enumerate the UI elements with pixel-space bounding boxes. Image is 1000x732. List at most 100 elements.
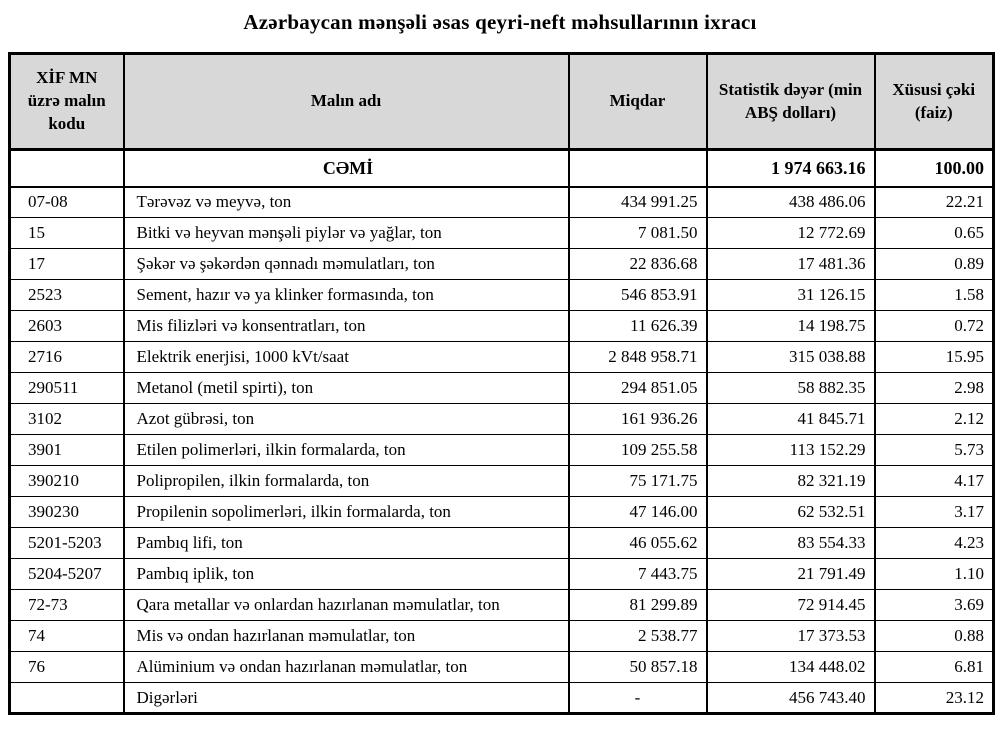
table-row: 5204-5207 Pambıq iplik, ton 7 443.75 21 … <box>8 558 995 590</box>
quantity-cell: 546 853.91 <box>567 279 708 311</box>
name-cell: Metanol (metil spirti), ton <box>122 372 570 404</box>
name-cell: Etilen polimerləri, ilkin formalarda, to… <box>122 434 570 466</box>
share-cell: 0.88 <box>873 620 995 652</box>
header-row: XİF MN üzrə malın kodu Malın adı Miqdar … <box>8 52 995 151</box>
share-cell: 0.72 <box>873 310 995 342</box>
name-cell: Polipropilen, ilkin formalarda, ton <box>122 465 570 497</box>
value-cell: 17 481.36 <box>705 248 876 280</box>
table-row: 3102 Azot gübrəsi, ton 161 936.26 41 845… <box>8 403 995 435</box>
export-table: XİF MN üzrə malın kodu Malın adı Miqdar … <box>8 52 995 715</box>
share-cell: 2.12 <box>873 403 995 435</box>
value-cell: 456 743.40 <box>705 682 876 714</box>
share-cell: 4.17 <box>873 465 995 497</box>
quantity-cell: 434 991.25 <box>567 186 708 218</box>
code-cell: 290511 <box>8 372 125 404</box>
table-row: 07-08 Tərəvəz və meyvə, ton 434 991.25 4… <box>8 186 995 218</box>
value-cell: 438 486.06 <box>705 186 876 218</box>
share-cell: 22.21 <box>873 186 995 218</box>
value-cell: 82 321.19 <box>705 465 876 497</box>
code-cell: 72-73 <box>8 589 125 621</box>
quantity-cell: 47 146.00 <box>567 496 708 528</box>
name-cell: Sement, hazır və ya klinker formasında, … <box>122 279 570 311</box>
col-header-name: Malın adı <box>122 52 570 151</box>
name-cell: Mis filizləri və konsentratları, ton <box>122 310 570 342</box>
share-cell: 1.10 <box>873 558 995 590</box>
quantity-cell: 50 857.18 <box>567 651 708 683</box>
table-row: 5201-5203 Pambıq lifi, ton 46 055.62 83 … <box>8 527 995 559</box>
value-cell: 21 791.49 <box>705 558 876 590</box>
col-header-share: Xüsusi çəki (faiz) <box>873 52 995 151</box>
quantity-cell: 2 848 958.71 <box>567 341 708 373</box>
code-cell: 15 <box>8 217 125 249</box>
table-row: 17 Şəkər və şəkərdən qənnadı məmulatları… <box>8 248 995 280</box>
table-row: 2716 Elektrik enerjisi, 1000 kVt/saat 2 … <box>8 341 995 373</box>
table-row: 390230 Propilenin sopolimerləri, ilkin f… <box>8 496 995 528</box>
value-cell: 72 914.45 <box>705 589 876 621</box>
col-header-quantity: Miqdar <box>567 52 708 151</box>
total-code-cell <box>8 149 125 188</box>
name-cell: Tərəvəz və meyvə, ton <box>122 186 570 218</box>
share-cell: 5.73 <box>873 434 995 466</box>
code-cell: 74 <box>8 620 125 652</box>
table-body: CƏMİ 1 974 663.16 100.00 07-08 Tərəvəz v… <box>8 149 995 714</box>
table-row: 390210 Polipropilen, ilkin formalarda, t… <box>8 465 995 497</box>
table-row: 74 Mis və ondan hazırlanan məmulatlar, t… <box>8 620 995 652</box>
code-cell: 3901 <box>8 434 125 466</box>
page-title: Azərbaycan mənşəli əsas qeyri-neft məhsu… <box>243 10 757 34</box>
quantity-cell: 81 299.89 <box>567 589 708 621</box>
value-cell: 31 126.15 <box>705 279 876 311</box>
quantity-cell: 75 171.75 <box>567 465 708 497</box>
total-value-cell: 1 974 663.16 <box>705 149 876 188</box>
code-cell <box>8 682 125 714</box>
table-row: Digərləri - 456 743.40 23.12 <box>8 682 995 714</box>
table-row: 15 Bitki və heyvan mənşəli piylər və yağ… <box>8 217 995 249</box>
code-cell: 3102 <box>8 403 125 435</box>
name-cell: Qara metallar və onlardan hazırlanan məm… <box>122 589 570 621</box>
share-cell: 23.12 <box>873 682 995 714</box>
share-cell: 0.65 <box>873 217 995 249</box>
share-cell: 4.23 <box>873 527 995 559</box>
name-cell: Pambıq lifi, ton <box>122 527 570 559</box>
value-cell: 14 198.75 <box>705 310 876 342</box>
value-cell: 41 845.71 <box>705 403 876 435</box>
share-cell: 0.89 <box>873 248 995 280</box>
table-row: 72-73 Qara metallar və onlardan hazırlan… <box>8 589 995 621</box>
value-cell: 315 038.88 <box>705 341 876 373</box>
code-cell: 17 <box>8 248 125 280</box>
value-cell: 58 882.35 <box>705 372 876 404</box>
quantity-cell: 22 836.68 <box>567 248 708 280</box>
code-cell: 5201-5203 <box>8 527 125 559</box>
name-cell: Digərləri <box>122 682 570 714</box>
name-cell: Pambıq iplik, ton <box>122 558 570 590</box>
table-row: 2603 Mis filizləri və konsentratları, to… <box>8 310 995 342</box>
name-cell: Şəkər və şəkərdən qənnadı məmulatları, t… <box>122 248 570 280</box>
col-header-value: Statistik dəyər (min ABŞ dolları) <box>705 52 876 151</box>
share-cell: 3.69 <box>873 589 995 621</box>
quantity-cell: - <box>567 682 708 714</box>
value-cell: 134 448.02 <box>705 651 876 683</box>
total-row: CƏMİ 1 974 663.16 100.00 <box>8 149 995 188</box>
name-cell: Alüminium və ondan hazırlanan məmulatlar… <box>122 651 570 683</box>
code-cell: 76 <box>8 651 125 683</box>
quantity-cell: 2 538.77 <box>567 620 708 652</box>
code-cell: 07-08 <box>8 186 125 218</box>
name-cell: Mis və ondan hazırlanan məmulatlar, ton <box>122 620 570 652</box>
code-cell: 5204-5207 <box>8 558 125 590</box>
table-row: 290511 Metanol (metil spirti), ton 294 8… <box>8 372 995 404</box>
table-row: 76 Alüminium və ondan hazırlanan məmulat… <box>8 651 995 683</box>
quantity-cell: 46 055.62 <box>567 527 708 559</box>
table-row: 2523 Sement, hazır və ya klinker forması… <box>8 279 995 311</box>
total-quantity-cell <box>567 149 708 188</box>
name-cell: Propilenin sopolimerləri, ilkin formalar… <box>122 496 570 528</box>
quantity-cell: 11 626.39 <box>567 310 708 342</box>
share-cell: 2.98 <box>873 372 995 404</box>
quantity-cell: 161 936.26 <box>567 403 708 435</box>
table-row: 3901 Etilen polimerləri, ilkin formalard… <box>8 434 995 466</box>
code-cell: 2716 <box>8 341 125 373</box>
value-cell: 83 554.33 <box>705 527 876 559</box>
table-header: XİF MN üzrə malın kodu Malın adı Miqdar … <box>8 52 995 151</box>
share-cell: 6.81 <box>873 651 995 683</box>
share-cell: 1.58 <box>873 279 995 311</box>
code-cell: 2523 <box>8 279 125 311</box>
